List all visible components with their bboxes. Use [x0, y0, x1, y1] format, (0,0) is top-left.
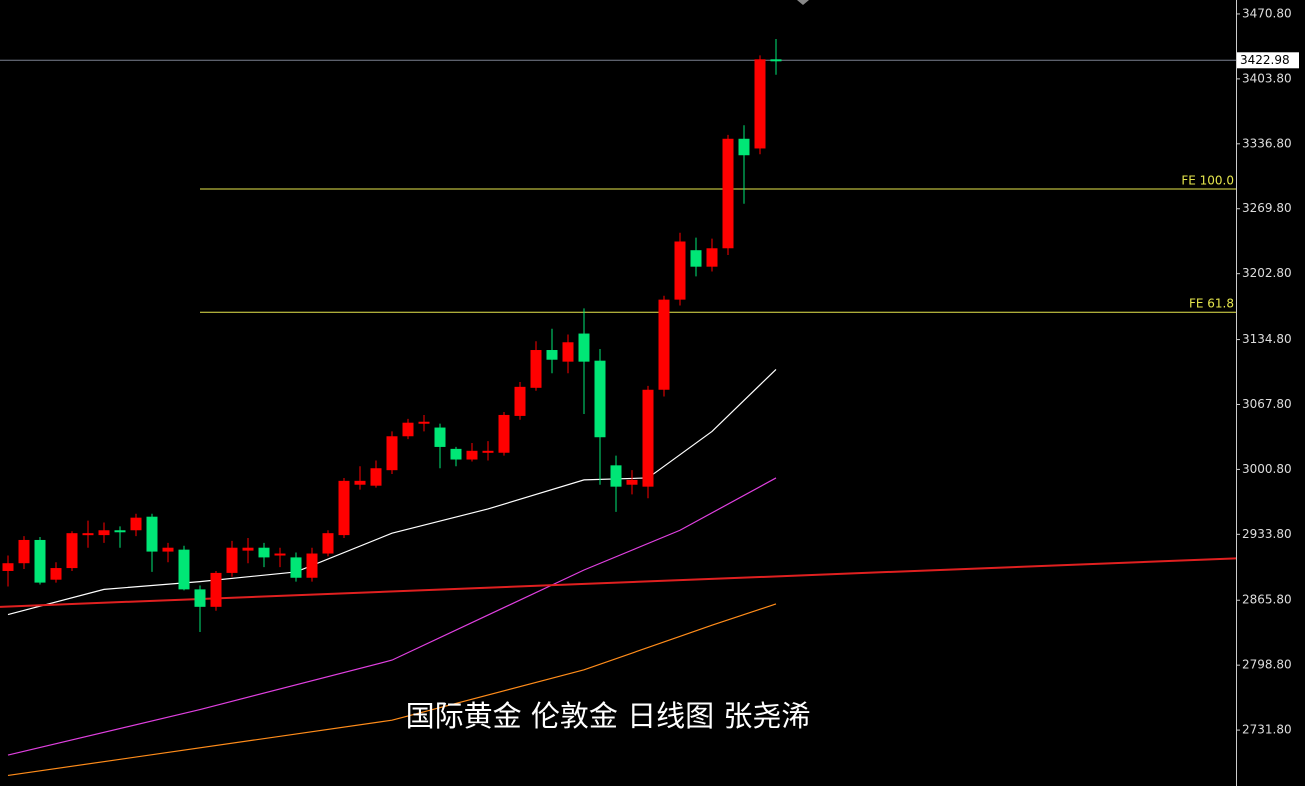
- candle-body: [578, 333, 590, 362]
- candle-body: [546, 350, 558, 360]
- y-tick-label: 3067.80: [1242, 397, 1292, 411]
- candle-body: [258, 547, 270, 558]
- y-tick-label: 3470.80: [1242, 6, 1292, 20]
- candle-body: [594, 360, 606, 438]
- moving-average: [7, 603, 777, 777]
- last-price-box: [1237, 52, 1299, 69]
- candle-body: [322, 533, 334, 554]
- candle-body: [706, 248, 718, 267]
- y-tick-label: 2865.80: [1242, 593, 1292, 607]
- candle-body: [498, 414, 510, 453]
- y-tick-label: 3000.80: [1242, 462, 1292, 476]
- candle-body: [146, 516, 158, 552]
- candle-body: [178, 549, 190, 590]
- y-tick-label: 3336.80: [1242, 136, 1292, 150]
- candle-body: [34, 539, 46, 583]
- candle-body: [610, 465, 622, 487]
- candle-body: [18, 539, 30, 564]
- candle-body: [450, 448, 462, 460]
- candle-body: [50, 568, 62, 580]
- level-label: FE 100.0: [1181, 173, 1234, 187]
- candle-body: [370, 468, 382, 486]
- y-tick-label: 3403.80: [1242, 71, 1292, 85]
- candle-body: [658, 299, 670, 390]
- last-price-label: 3422.98: [1240, 53, 1290, 67]
- candle-body: [738, 138, 750, 156]
- candle-body: [482, 450, 494, 453]
- candle-body: [562, 342, 574, 362]
- candle-body: [226, 547, 238, 573]
- candle-body: [466, 450, 478, 460]
- candle-body: [66, 533, 78, 569]
- candle-body: [690, 250, 702, 267]
- candle-body: [626, 479, 638, 485]
- candle-body: [194, 589, 206, 607]
- candle-body: [674, 241, 686, 300]
- candle-body: [290, 557, 302, 578]
- candle-body: [114, 530, 126, 533]
- y-tick-label: 3202.80: [1242, 266, 1292, 280]
- candle-body: [130, 517, 142, 531]
- trendline: [0, 557, 1237, 608]
- candle-body: [210, 572, 222, 607]
- candle-body: [242, 547, 254, 551]
- y-tick-label: 3134.80: [1242, 332, 1292, 346]
- y-tick-label: 2731.80: [1242, 723, 1292, 737]
- caption: 国际黄金 伦敦金 日线图 张尧浠: [406, 699, 811, 733]
- candle-body: [386, 436, 398, 471]
- marker: [797, 0, 809, 5]
- candle-body: [642, 389, 654, 487]
- candle-body: [722, 138, 734, 249]
- y-tick-label: 2933.80: [1242, 527, 1292, 541]
- candle-body: [82, 533, 94, 536]
- y-tick-label: 2798.80: [1242, 658, 1292, 672]
- level-label: FE 61.8: [1189, 297, 1234, 311]
- candle-body: [2, 563, 14, 571]
- candle-body: [530, 350, 542, 388]
- candle-body: [754, 59, 766, 149]
- candle-body: [354, 480, 366, 485]
- candle-body: [162, 547, 174, 552]
- candle-body: [770, 59, 782, 62]
- candle-body: [514, 386, 526, 416]
- candle-body: [434, 427, 446, 447]
- candle-body: [402, 422, 414, 437]
- y-tick-label: 3269.80: [1242, 201, 1292, 215]
- candle-body: [418, 421, 430, 424]
- candle-body: [306, 553, 318, 578]
- candle-body: [274, 553, 286, 556]
- candle-body: [98, 530, 110, 536]
- moving-average: [7, 477, 777, 756]
- candle-body: [338, 480, 350, 536]
- moving-average: [7, 368, 777, 616]
